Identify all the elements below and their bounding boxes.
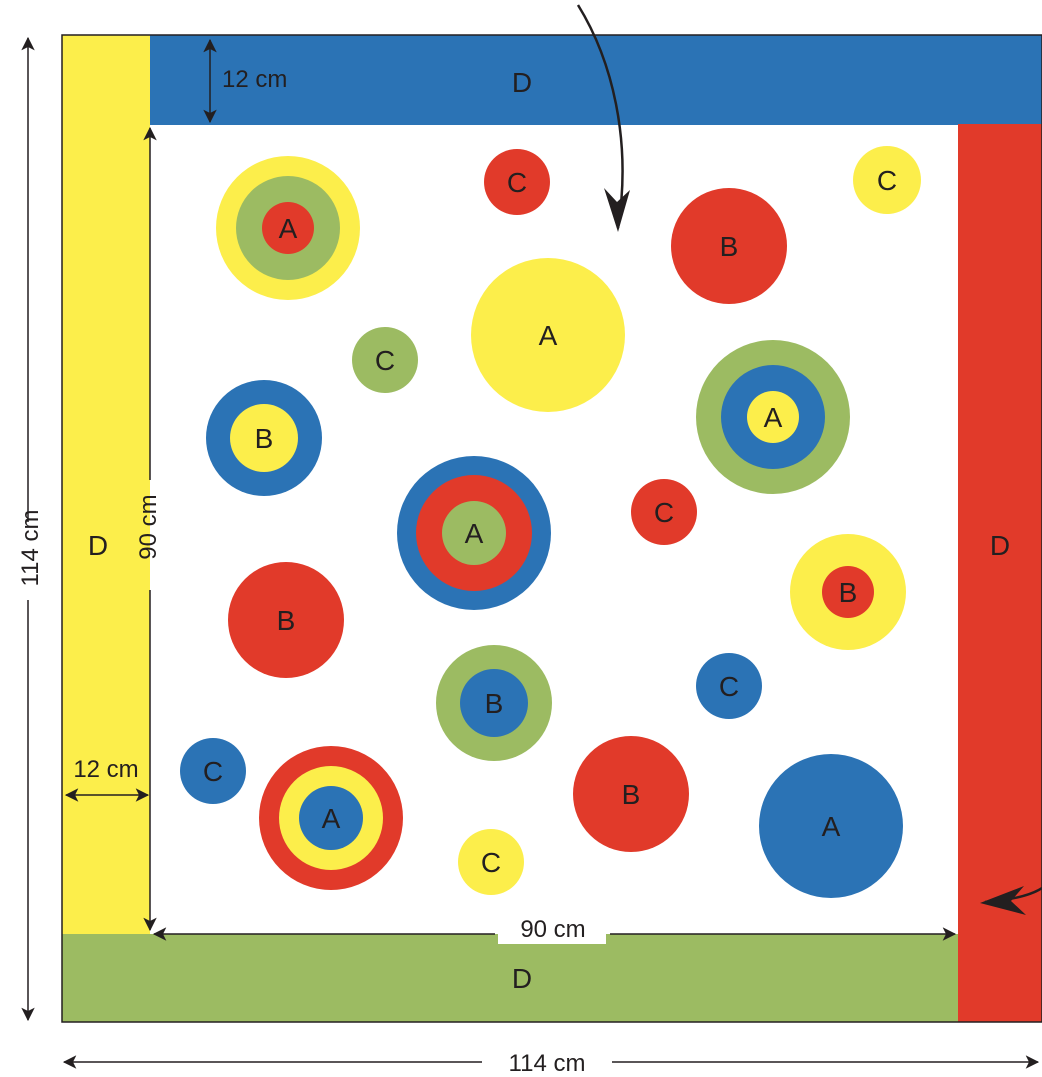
target-ring [460,669,528,737]
right-curved-arrowhead [980,886,1026,915]
target-ring [352,327,418,393]
target-label: B [255,423,274,454]
target-label: B [622,779,641,810]
target-c: C [458,829,524,895]
target-label: C [481,847,501,878]
target-b: B [671,188,787,304]
target-label: B [720,231,739,262]
target-ring [299,786,363,850]
board-outline [61,34,1042,1023]
target-b: B [206,380,322,496]
target-c: C [484,149,550,215]
target-label: A [539,320,558,351]
target-ring [631,479,697,545]
target-label: B [485,688,504,719]
strip-top [150,35,1042,125]
target-ring [458,829,524,895]
target-label: A [764,402,783,433]
target-label: A [322,803,341,834]
strip-right [958,124,1042,1022]
target-b: B [436,645,552,761]
total-height-label: 114 cm [17,510,44,587]
target-ring [853,146,921,214]
target-a: A [759,754,903,898]
target-label: C [719,671,739,702]
target-c: C [352,327,418,393]
target-ring [228,562,344,678]
target-c: C [631,479,697,545]
target-label: A [279,213,298,244]
strip-left-label: D [88,530,108,561]
target-label: A [822,811,841,842]
target-a: A [216,156,360,300]
target-ring [484,149,550,215]
target-label: C [507,167,527,198]
target-label: C [654,497,674,528]
top-curved-arrowhead [604,188,630,232]
strip-bottom-label: D [512,963,532,994]
target-a: A [259,746,403,890]
top-strip-width-label: 12 cm [222,66,287,93]
target-a: A [696,340,850,494]
target-label: C [203,756,223,787]
total-width-label: 114 cm [509,1050,586,1077]
target-ring [696,653,762,719]
target-ring [442,501,506,565]
target-c: C [696,653,762,719]
target-label: B [277,605,296,636]
target-label: C [375,345,395,376]
strip-top-label: D [512,67,532,98]
strip-right-label: D [990,530,1010,561]
target-label: B [839,577,858,608]
target-a: A [397,456,551,610]
inner-width-label-bg [498,914,606,944]
target-ring [822,566,874,618]
target-ring [747,391,799,443]
target-c: C [180,738,246,804]
target-ring [230,404,298,472]
target-ring [180,738,246,804]
left-strip-width-label: 12 cm [73,756,138,783]
target-b: B [228,562,344,678]
strip-left [62,35,150,935]
top-curved-arrow [576,4,624,229]
inner-height-label: 90 cm [135,494,162,559]
target-ring [671,188,787,304]
strip-bottom [62,934,958,1022]
target-label: A [465,518,484,549]
target-a: A [471,258,625,412]
target-ring [573,736,689,852]
targets-group: A C B C A C B A A C B B B C C A B A C [180,146,921,898]
target-b: B [573,736,689,852]
target-ring [759,754,903,898]
target-label: C [877,165,897,196]
target-ring [262,202,314,254]
target-b: B [790,534,906,650]
target-ring [471,258,625,412]
inner-width-label: 90 cm [520,916,585,943]
target-c: C [853,146,921,214]
